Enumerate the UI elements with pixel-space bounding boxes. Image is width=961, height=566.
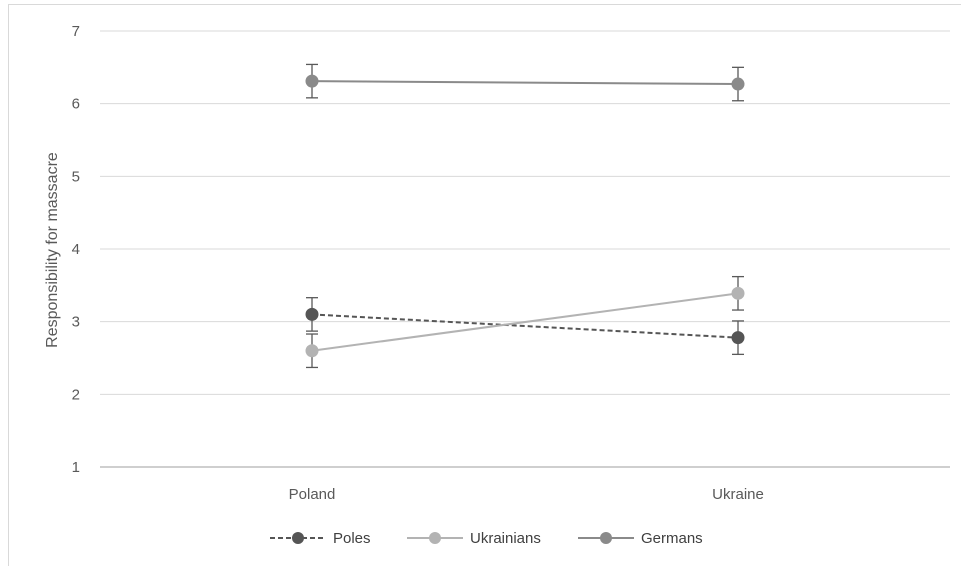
legend-marker-poles [292, 532, 304, 544]
legend-marker-germans [600, 532, 612, 544]
series-ukrainians [305, 275, 745, 369]
y-tick-label: 5 [72, 168, 80, 185]
y-tick-label: 3 [72, 314, 80, 331]
y-axis-tick-labels: 1 2 3 4 5 6 7 [72, 23, 80, 476]
y-tick-label: 7 [72, 23, 80, 40]
data-point-ukrainians [731, 286, 745, 300]
gridlines [100, 30, 950, 468]
x-tick-label: Ukraine [712, 486, 764, 503]
legend: Poles Ukrainians Germans [270, 530, 703, 547]
y-tick-label: 6 [72, 96, 80, 113]
y-tick-label: 1 [72, 459, 80, 476]
series-germans [305, 63, 745, 102]
series-line-ukrainians [311, 292, 739, 352]
legend-marker-ukrainians [429, 532, 441, 544]
legend-label-ukrainians: Ukrainians [470, 530, 541, 547]
series-poles [305, 297, 745, 356]
legend-item-poles: Poles [270, 530, 371, 547]
series-line-poles [311, 313, 739, 339]
y-tick-label: 2 [72, 386, 80, 403]
chart-frame [8, 4, 961, 566]
y-axis-label: Responsibility for massacre [44, 152, 61, 348]
data-point-poles [305, 307, 319, 321]
legend-label-poles: Poles [333, 530, 371, 547]
x-axis-tick-labels: Poland Ukraine [289, 486, 764, 503]
series-line-germans [311, 80, 739, 86]
series-group [305, 63, 745, 369]
data-point-ukrainians [305, 344, 319, 358]
data-point-poles [731, 331, 745, 345]
data-point-germans [305, 74, 319, 88]
legend-label-germans: Germans [641, 530, 703, 547]
x-tick-label: Poland [289, 486, 336, 503]
y-tick-label: 4 [72, 241, 80, 258]
legend-item-germans: Germans [578, 530, 703, 547]
data-point-germans [731, 77, 745, 91]
legend-item-ukrainians: Ukrainians [407, 530, 541, 547]
